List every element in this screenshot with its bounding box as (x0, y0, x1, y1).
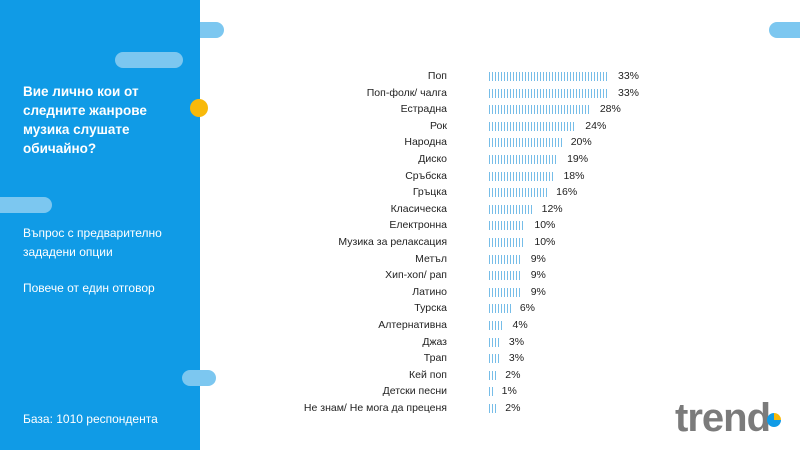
bar (489, 155, 559, 164)
value-label: 3% (508, 352, 525, 365)
bar (489, 337, 500, 347)
respondent-base: База: 1010 респондента (23, 412, 158, 426)
category-label: Гръцка (412, 186, 447, 199)
bar (489, 204, 533, 214)
value-label: 2% (505, 368, 521, 381)
value-label: 19% (567, 153, 589, 165)
bar (489, 287, 522, 297)
value-label: 9% (530, 269, 546, 282)
decorative-pill (182, 370, 216, 386)
category-label: Джаз (422, 335, 447, 348)
category-label: Метъл (415, 252, 447, 265)
bar (489, 238, 526, 247)
value-label: 1% (501, 385, 517, 398)
value-label: 16% (556, 186, 578, 199)
bar (489, 121, 577, 131)
value-label: 4% (512, 319, 528, 331)
value-label: 20% (570, 136, 592, 149)
bar (489, 387, 493, 397)
category-label: Детски песни (382, 385, 447, 398)
value-label: 12% (541, 202, 563, 215)
category-label: Диско (418, 153, 447, 165)
bar (489, 88, 609, 98)
category-label: Не знам/ Не мога да преценя (303, 402, 447, 414)
category-label: Поп (427, 70, 447, 82)
category-label: Поп-фолк/ чалга (366, 86, 447, 99)
category-label: Рок (430, 119, 447, 132)
value-label: 33% (618, 70, 640, 82)
value-label: 33% (618, 86, 640, 99)
value-label: 2% (505, 402, 521, 414)
value-label: 3% (508, 335, 525, 348)
decorative-pill (200, 22, 224, 38)
value-label: 9% (530, 285, 546, 298)
logo-mark-icon (767, 413, 781, 427)
category-label: Турска (414, 302, 447, 315)
category-label: Класическа (390, 202, 447, 215)
category-label: Електронна (389, 219, 447, 232)
value-label: 24% (585, 119, 607, 132)
category-label: Народна (404, 136, 447, 149)
value-label: 9% (530, 252, 546, 265)
trend-logo: trend (675, 396, 771, 440)
category-label: Трап (423, 352, 447, 365)
bar (489, 370, 497, 380)
value-label: 18% (563, 169, 585, 182)
bar (489, 254, 522, 264)
decorative-pill (769, 22, 800, 38)
bar (489, 404, 497, 413)
decorative-dot (190, 99, 208, 117)
bar (489, 221, 526, 231)
category-label: Естрадна (400, 103, 447, 116)
bar (489, 72, 609, 81)
value-label: 10% (534, 236, 556, 248)
category-label: Сръбска (405, 169, 447, 182)
bar (489, 138, 562, 148)
question-title: Вие лично кои от следните жанрове музика… (23, 84, 147, 156)
value-label: 10% (534, 219, 556, 232)
sidebar-panel: Вие лично кои от следните жанрове музика… (0, 0, 200, 450)
bar (489, 271, 522, 281)
category-label: Музика за релаксация (338, 236, 447, 248)
category-label: Хип-хоп/ рап (385, 269, 447, 282)
bar (489, 354, 500, 364)
multiple-answer-note: Повече от един отговор (23, 281, 155, 295)
value-label: 28% (599, 103, 621, 116)
bar (489, 321, 504, 330)
bar (489, 171, 555, 181)
bar (489, 188, 548, 198)
category-label: Кей поп (409, 368, 447, 381)
category-label: Латино (412, 285, 447, 298)
category-label: Алтернативна (378, 319, 447, 331)
question-type-note: Въпрос с предварително зададени опции (23, 226, 162, 259)
decorative-pill (0, 197, 52, 213)
value-label: 6% (519, 302, 535, 315)
bar (489, 105, 591, 115)
decorative-pill (115, 52, 183, 68)
bar (489, 304, 511, 314)
